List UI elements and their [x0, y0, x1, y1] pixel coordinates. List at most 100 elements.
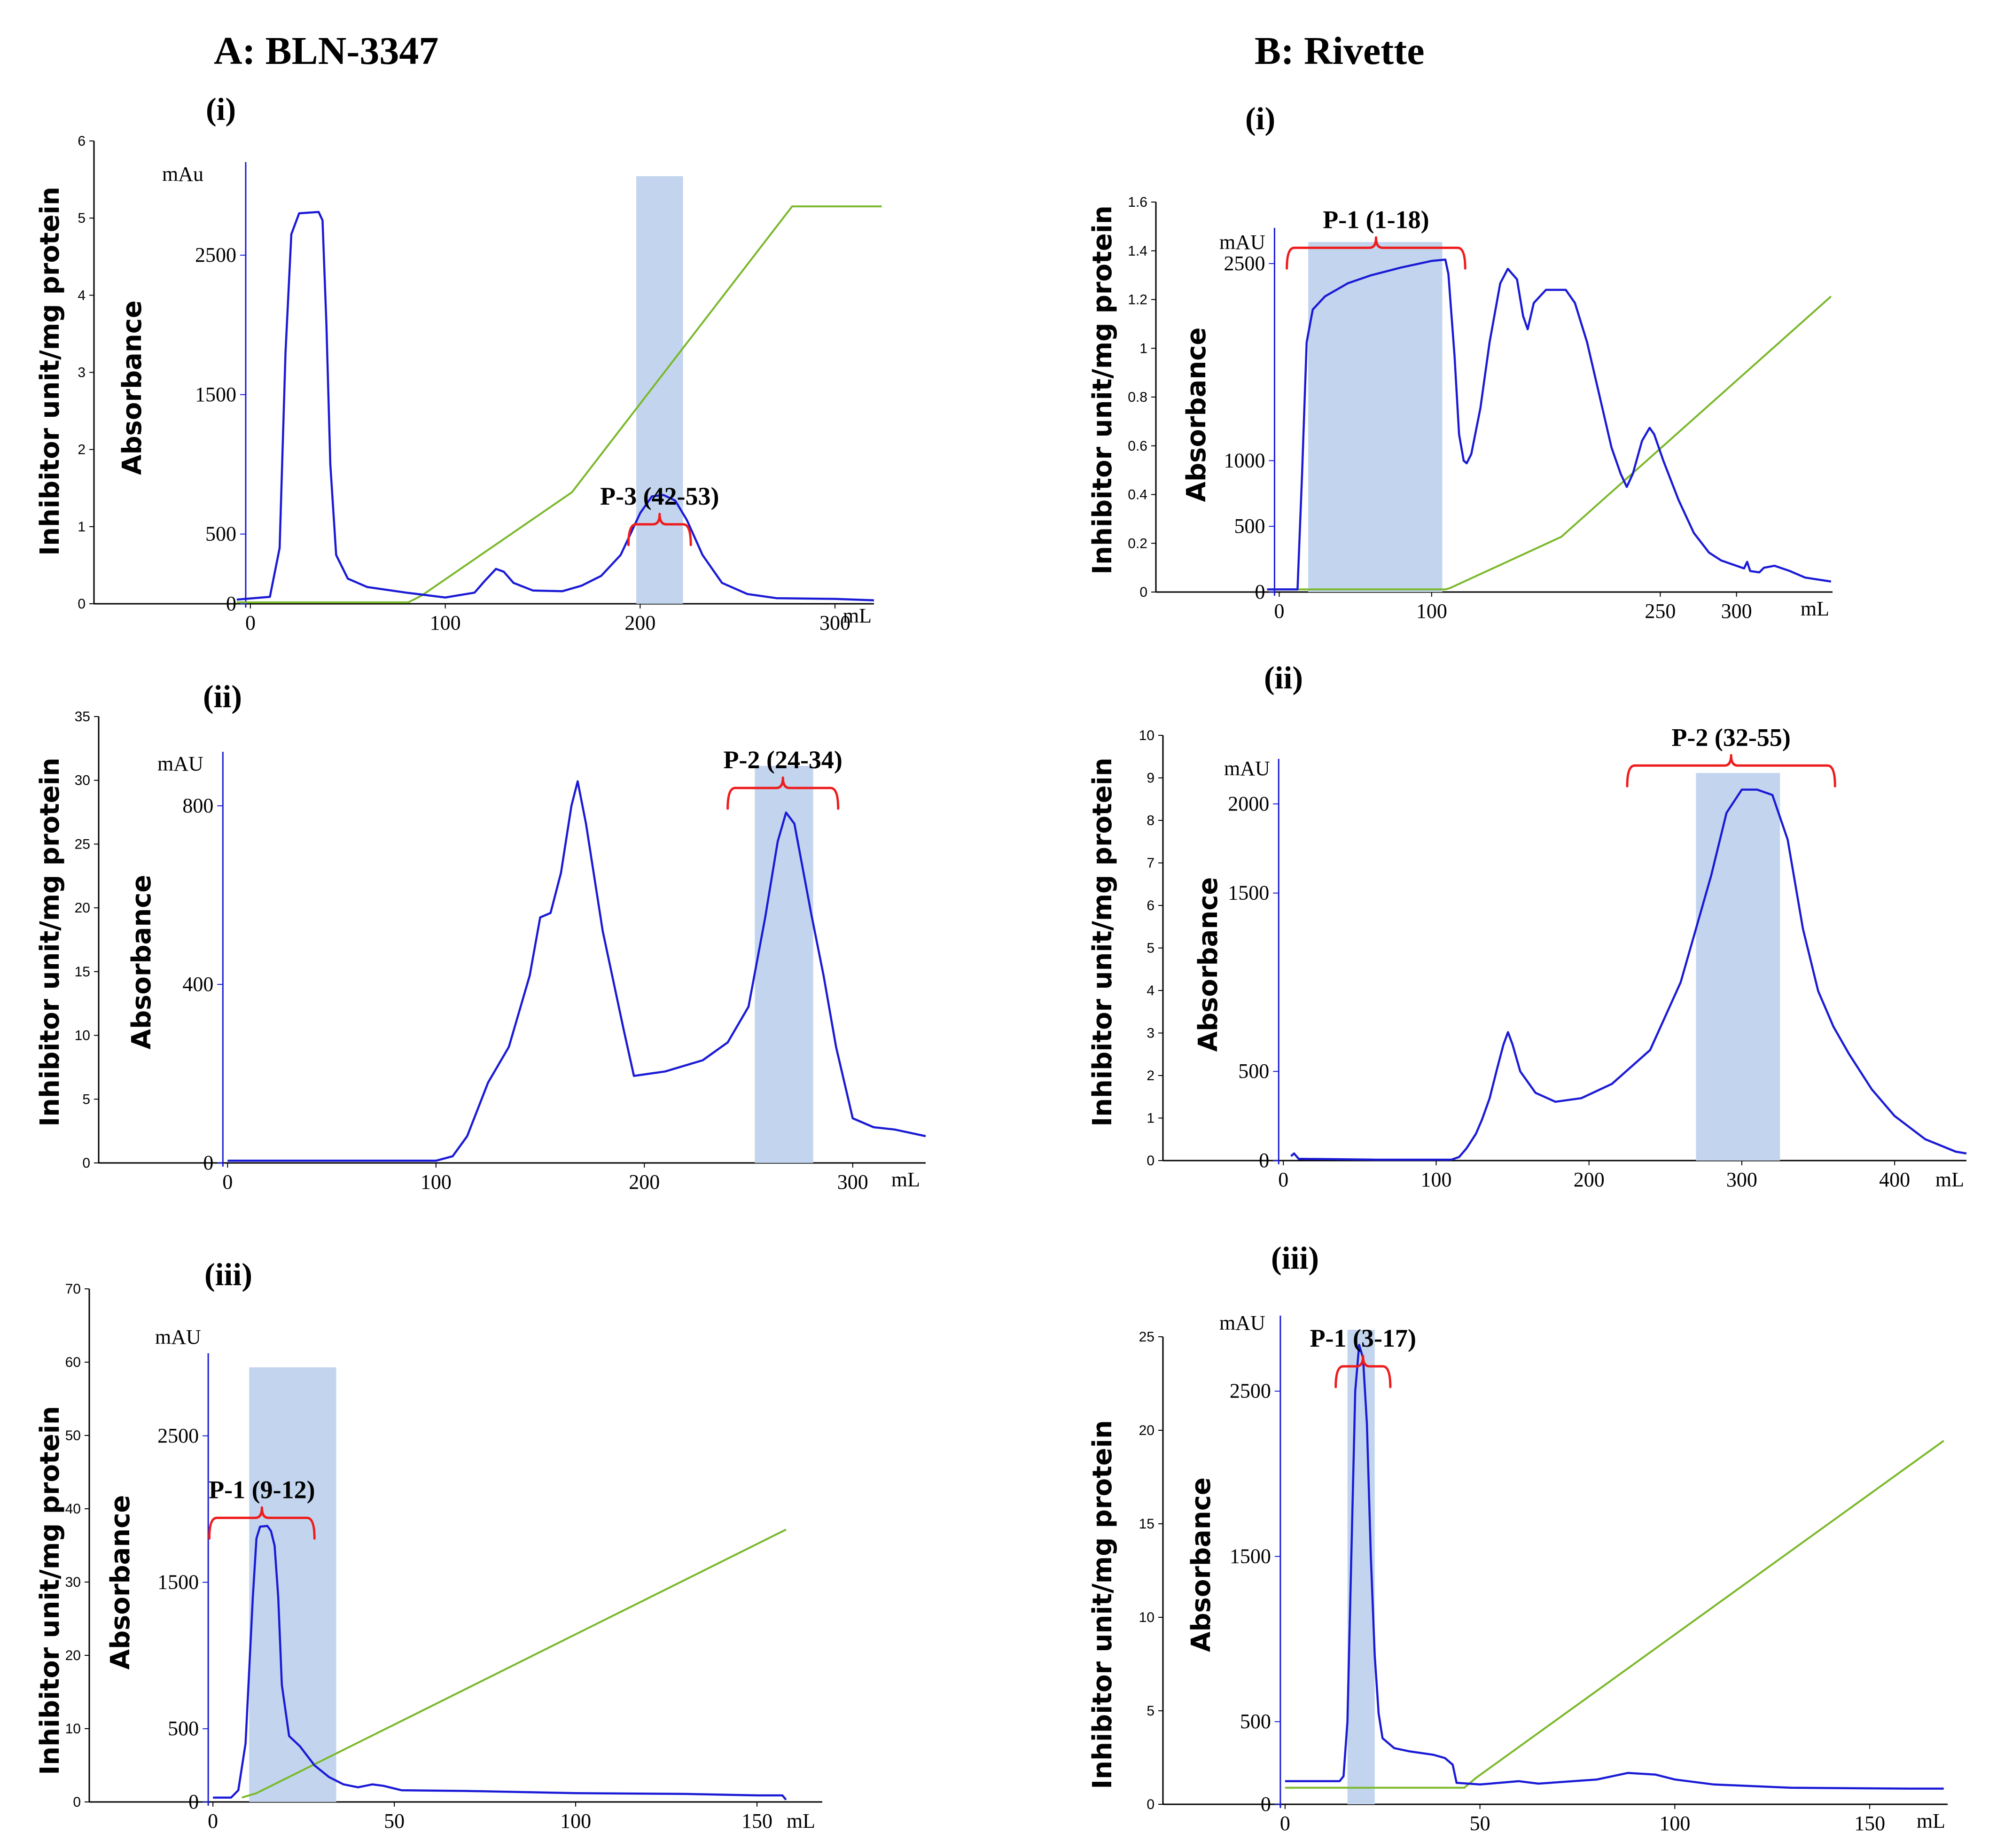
inhibitor-tick-label: 10 — [1139, 728, 1154, 743]
inhibitor-tick-label: 0 — [1147, 1153, 1154, 1169]
inhibitor-tick-label: 0.6 — [1128, 438, 1147, 454]
inhibitor-tick-label: 1 — [1139, 341, 1147, 356]
panel-label: (i) — [206, 91, 236, 127]
mau-label: mAU — [1219, 231, 1265, 254]
x-axis-unit: mL — [843, 604, 872, 627]
x-tick-label: 150 — [1854, 1812, 1885, 1835]
inhibitor-tick-label: 50 — [65, 1428, 81, 1443]
inhibitor-tick-label: 0 — [78, 596, 86, 612]
x-tick-label: 0 — [208, 1809, 218, 1832]
inhibitor-tick-label: 1 — [78, 519, 86, 535]
peak-bracket — [208, 1506, 316, 1540]
x-tick-label: 300 — [819, 611, 850, 634]
panel-label: (ii) — [1264, 660, 1303, 695]
absorbance-axis-title: Absorbance — [105, 1495, 136, 1670]
inhibitor-tick-label: 6 — [78, 133, 86, 149]
peak-label: P-2 (32-55) — [1671, 723, 1790, 751]
peak-label: P-1 (9-12) — [209, 1475, 315, 1504]
x-tick-label: 50 — [384, 1809, 405, 1832]
x-axis-unit: mL — [891, 1168, 920, 1191]
panel-label: (i) — [1245, 101, 1275, 136]
inhibitor-tick-label: 25 — [75, 836, 90, 852]
absorbance-tick-label: 800 — [182, 794, 213, 817]
absorbance-curve — [213, 1525, 787, 1801]
x-tick-label: 200 — [629, 1170, 660, 1193]
peak-label: P-1 (3-17) — [1310, 1324, 1416, 1352]
absorbance-tick-label: 500 — [168, 1717, 199, 1740]
x-tick-label: 250 — [1645, 600, 1676, 623]
absorbance-tick-label: 1500 — [1228, 881, 1269, 905]
inhibitor-tick-label: 5 — [78, 211, 86, 226]
peak-bracket — [1626, 754, 1836, 788]
inhibitor-tick-label: 70 — [65, 1281, 81, 1297]
inhibitor-tick-label: 30 — [75, 773, 90, 788]
x-axis-unit: mL — [1917, 1809, 1945, 1832]
absorbance-tick-label: 500 — [205, 522, 236, 546]
x-axis-unit: mL — [1935, 1168, 1964, 1191]
inhibitor-tick-label: 35 — [75, 709, 90, 725]
column-a-title: A: BLN-3347 — [214, 29, 438, 73]
inhibitor-tick-label: 5 — [1147, 941, 1154, 956]
inhibitor-tick-label: 30 — [65, 1575, 81, 1590]
inhibitor-tick-label: 60 — [65, 1355, 81, 1370]
chart-A-ii: (ii) 0 5 10 15 20 25 30 35 mAU 0 400 800 0 100 200 300 mL… — [35, 678, 926, 1193]
absorbance-tick-label: 2500 — [1230, 1380, 1271, 1403]
fraction-shade — [249, 1367, 336, 1802]
absorbance-tick-label: 0 — [1255, 580, 1265, 603]
inhibitor-tick-label: 10 — [65, 1721, 81, 1737]
inhibitor-tick-label: 1.6 — [1128, 195, 1147, 210]
x-tick-label: 0 — [222, 1170, 233, 1193]
column-b-title: B: Rivette — [1255, 29, 1425, 73]
absorbance-tick-label: 0 — [226, 592, 236, 615]
inhibitor-tick-label: 1.4 — [1128, 243, 1147, 259]
inhibitor-tick-label: 0.4 — [1128, 487, 1147, 503]
inhibitor-tick-label: 3 — [1147, 1026, 1154, 1041]
x-tick-label: 400 — [1879, 1168, 1910, 1191]
absorbance-tick-label: 400 — [182, 973, 213, 996]
x-tick-label: 0 — [1280, 1812, 1290, 1835]
x-tick-label: 100 — [1659, 1812, 1690, 1835]
inhibitor-tick-label: 10 — [75, 1028, 90, 1044]
inhibitor-tick-label: 2 — [78, 442, 86, 458]
absorbance-axis-title: Absorbance — [1181, 327, 1212, 502]
inhibitor-axis-title: Inhibitor unit/mg protein — [1087, 1420, 1118, 1789]
chart-B-ii: (ii) 0 1 2 3 4 5 6 7 8 9 10 mAU 0 500 1500 2000 0 100 200 30… — [1087, 660, 1967, 1191]
absorbance-axis-title: Absorbance — [117, 300, 148, 475]
x-tick-label: 0 — [1274, 600, 1284, 623]
absorbance-curve — [1285, 1343, 1944, 1790]
peak-bracket — [627, 513, 692, 546]
inhibitor-tick-label: 1.2 — [1128, 292, 1147, 308]
inhibitor-axis-title: Inhibitor unit/mg protein — [35, 757, 65, 1126]
fraction-shade — [1308, 242, 1443, 592]
x-tick-label: 200 — [1574, 1168, 1605, 1191]
mau-label: mAU — [1219, 1311, 1265, 1334]
absorbance-tick-label: 2000 — [1228, 792, 1269, 815]
x-tick-label: 200 — [624, 611, 655, 634]
chart-B-i: (i)00.20.40.60.811.21.41.6mAU05001000250… — [1087, 101, 1833, 623]
x-tick-label: 100 — [1420, 1168, 1451, 1191]
gradient-line — [1267, 296, 1832, 591]
inhibitor-axis-title: Inhibitor unit/mg protein — [1087, 205, 1118, 574]
inhibitor-tick-label: 0 — [82, 1155, 90, 1171]
inhibitor-tick-label: 6 — [1147, 898, 1154, 913]
absorbance-tick-label: 2500 — [195, 243, 236, 266]
absorbance-tick-label: 0 — [203, 1151, 213, 1174]
inhibitor-tick-label: 15 — [75, 964, 90, 980]
absorbance-tick-label: 1500 — [195, 383, 236, 406]
mau-label: mAU — [1224, 757, 1270, 780]
inhibitor-tick-label: 5 — [82, 1092, 90, 1107]
peak-label: P-2 (24-34) — [724, 746, 842, 774]
inhibitor-tick-label: 9 — [1147, 771, 1154, 786]
inhibitor-tick-label: 20 — [75, 900, 90, 916]
inhibitor-tick-label: 1 — [1147, 1111, 1154, 1126]
mau-label: mAU — [157, 752, 203, 775]
absorbance-axis-title: Absorbance — [126, 875, 157, 1050]
x-tick-label: 100 — [560, 1809, 591, 1832]
x-tick-label: 100 — [421, 1170, 452, 1193]
inhibitor-tick-label: 20 — [65, 1648, 81, 1663]
x-axis-unit: mL — [787, 1809, 815, 1832]
inhibitor-tick-label: 5 — [1147, 1703, 1154, 1719]
